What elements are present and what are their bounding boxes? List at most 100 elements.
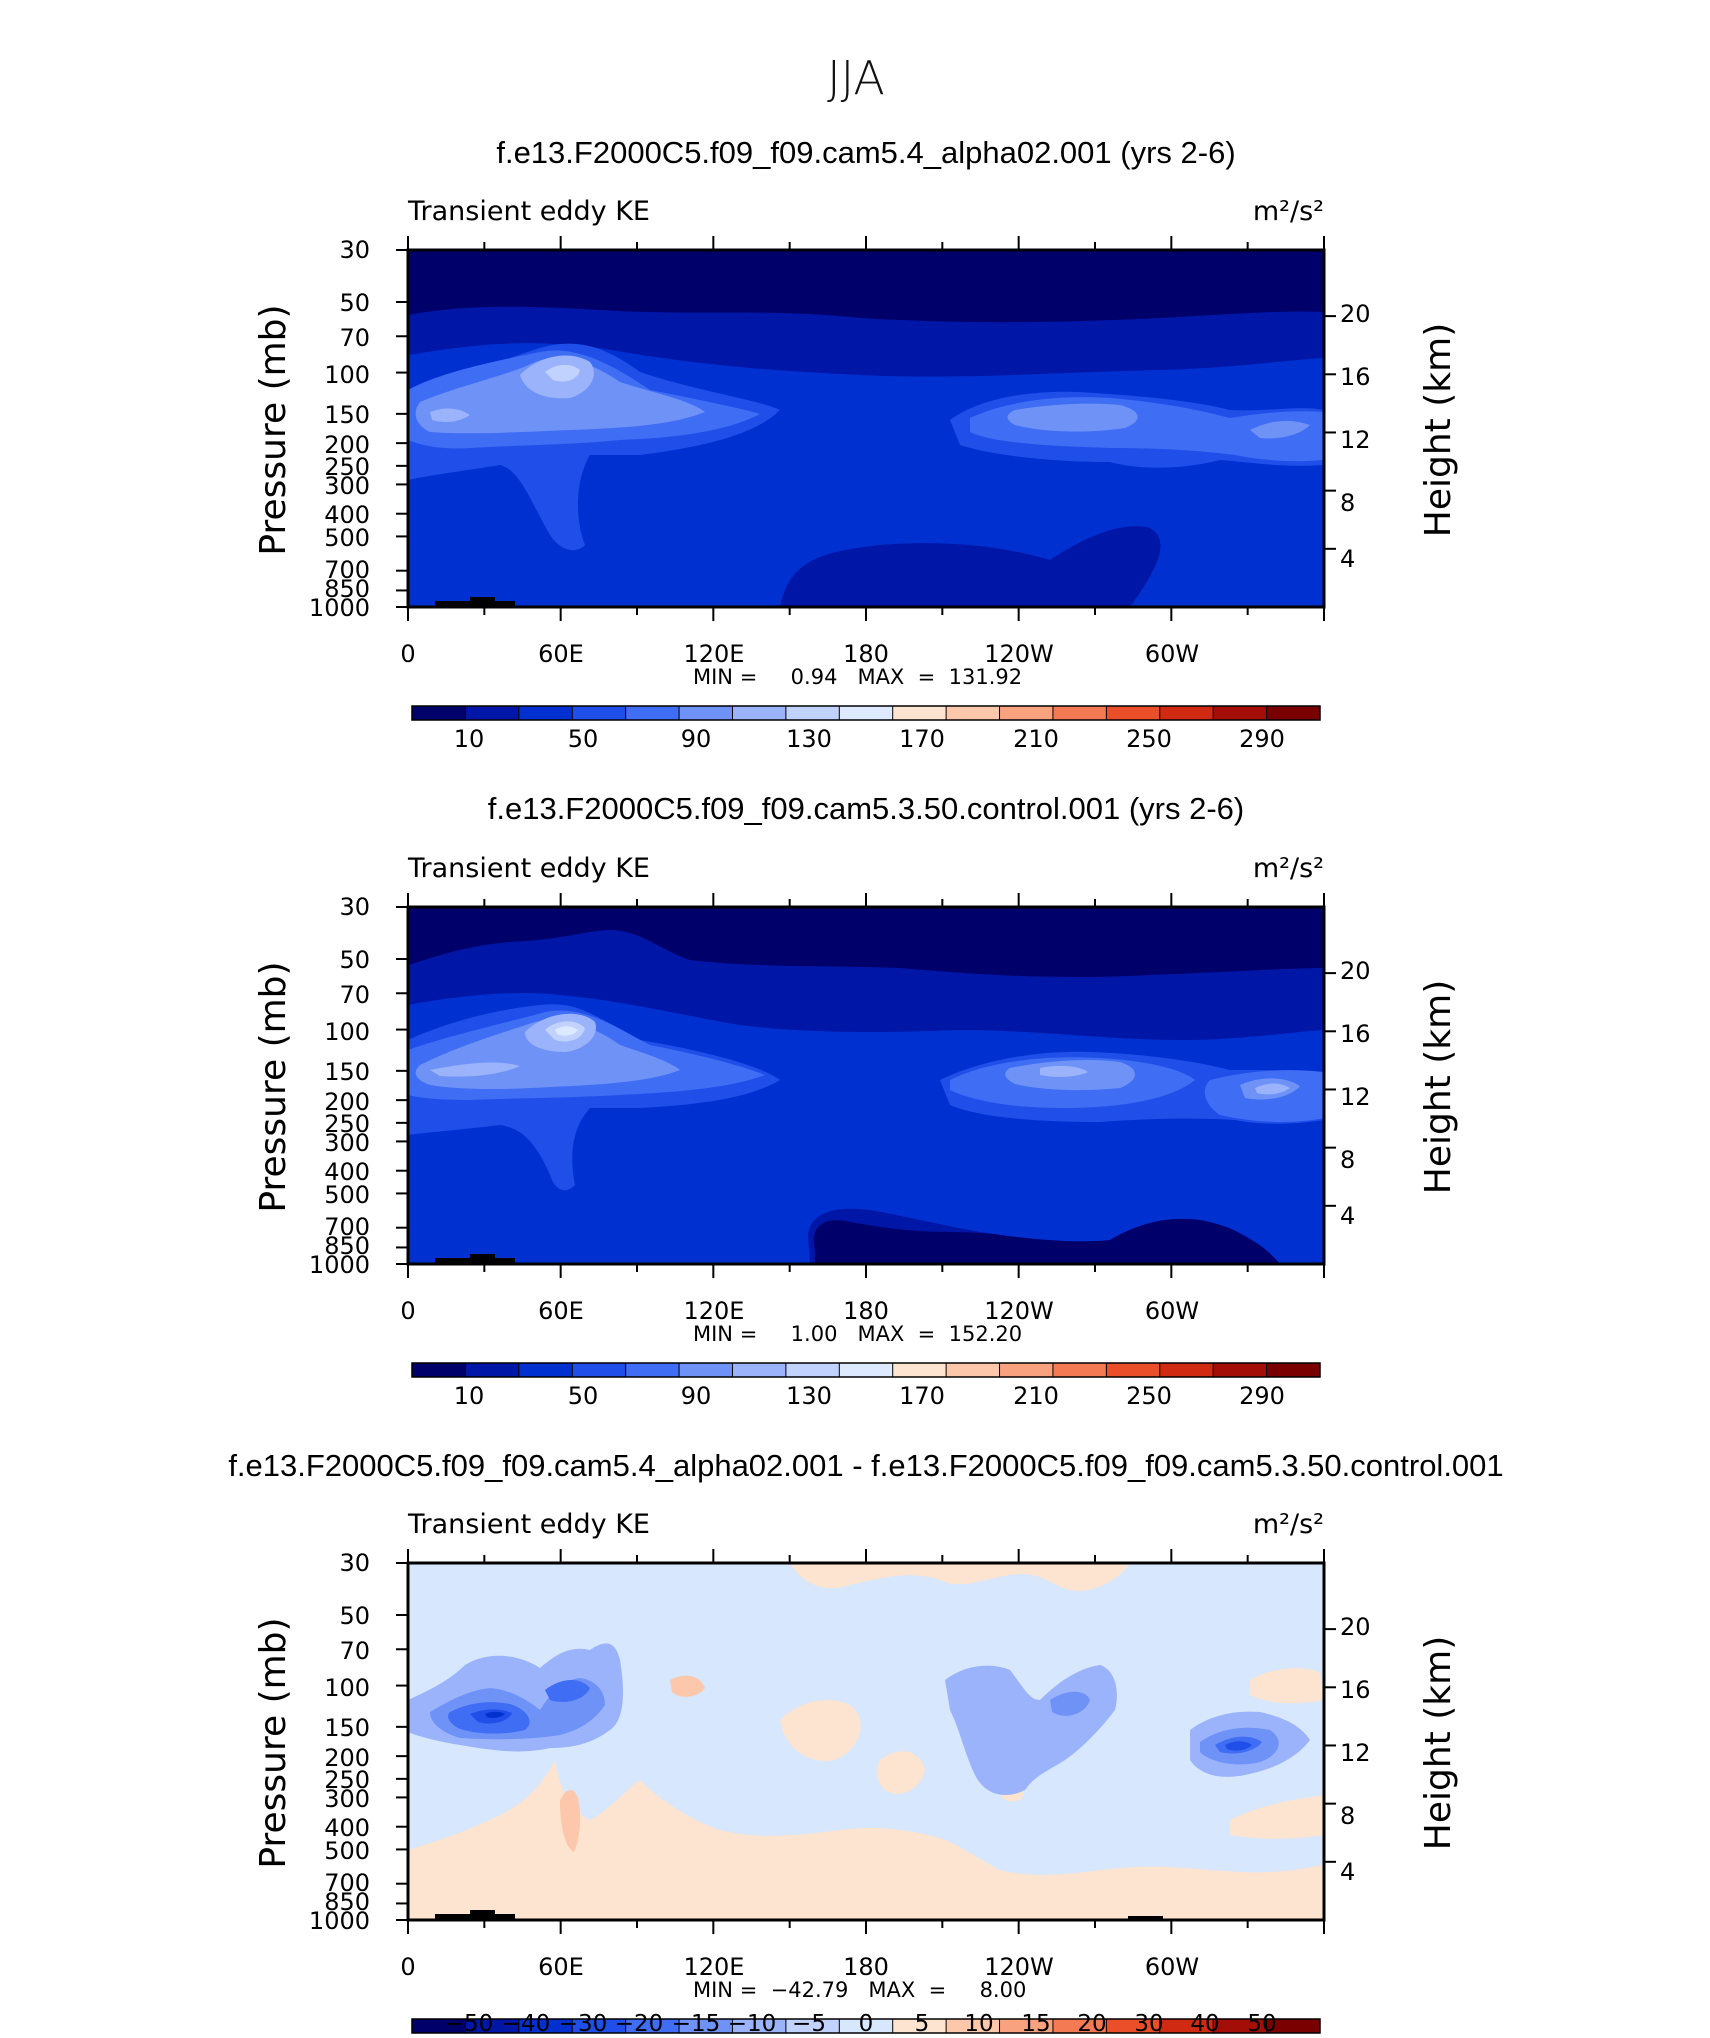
colorbar-swatch <box>785 706 840 720</box>
colorbar-swatch <box>412 706 466 720</box>
colorbar-label: 20 <box>1077 2011 1106 2037</box>
panel-3-ylabel: Pressure (mb) <box>253 1617 294 1868</box>
colorbar-swatch <box>1159 2019 1214 2033</box>
colorbar-swatch <box>732 2019 787 2033</box>
x-tick-label: 120E <box>684 1297 745 1325</box>
colorbar-swatch <box>1052 2019 1107 2033</box>
colorbar-swatch <box>946 2019 1001 2033</box>
x-tick-label: 60W <box>1145 640 1199 668</box>
y-right-tick-label: 12 <box>1340 1083 1371 1111</box>
colorbar-label: 0 <box>859 2011 874 2037</box>
colorbar-label: 290 <box>1239 1382 1285 1410</box>
colorbar-swatch <box>1266 2019 1321 2033</box>
x-tick-label: 0 <box>400 1953 415 1981</box>
contour-level-110 <box>430 1013 1290 1095</box>
y-tick-label: 400 <box>324 1814 370 1842</box>
colorbar-swatch <box>625 2019 680 2033</box>
x-tick-label: 0 <box>400 1297 415 1325</box>
y-tick-label: 1000 <box>309 1251 370 1279</box>
y-tick-label: 250 <box>324 1766 370 1794</box>
colorbar-swatch <box>572 706 627 720</box>
panel-1-x-ticks: 0 60E 120E 180 120W 60W <box>400 640 1199 668</box>
colorbar-swatch <box>625 1363 680 1377</box>
colorbar-swatch <box>1052 706 1107 720</box>
colorbar-swatch <box>1106 1363 1161 1377</box>
panel-3-min-max: MIN = −42.79 MAX = 8.00 <box>693 1978 1026 2002</box>
y-tick-label: 300 <box>324 472 370 500</box>
colorbar-label: 170 <box>899 1382 945 1410</box>
y-tick-label: 400 <box>324 501 370 529</box>
y-tick-label: 200 <box>324 431 370 459</box>
colorbar-swatch <box>732 706 787 720</box>
colorbar-swatch <box>892 1363 947 1377</box>
y-tick-label: 250 <box>324 453 370 481</box>
y-tick-label: 30 <box>339 236 370 264</box>
panel-1-ylabel: Pressure (mb) <box>253 304 294 555</box>
contour-level-130 <box>545 364 580 382</box>
contour-level-90 <box>415 1020 1300 1100</box>
panel-2-left-label: Transient eddy KE <box>407 853 650 884</box>
panel-1-topography <box>435 597 515 607</box>
colorbar-frame <box>411 1362 1321 1378</box>
panel-1-title: f.e13.F2000C5.f09_f09.cam5.4_alpha02.001… <box>496 135 1235 170</box>
y-tick-label: 50 <box>339 1602 370 1630</box>
panel-3-topography <box>435 1910 1163 1920</box>
y-right-tick-label: 16 <box>1340 1020 1371 1048</box>
colorbar-label: −30 <box>559 2011 608 2037</box>
panel-2-x-ticks: 0 60E 120E 180 120W 60W <box>400 1297 1199 1325</box>
colorbar-frame <box>411 2018 1321 2034</box>
x-tick-label: 120W <box>984 1953 1054 1981</box>
colorbar-swatch <box>892 706 947 720</box>
x-tick-label: 0 <box>400 640 415 668</box>
y-right-tick-label: 12 <box>1340 1739 1371 1767</box>
panel-2-colorbar-labels: 10 50 90 130 170 210 250 290 <box>454 1382 1285 1410</box>
y-tick-label: 850 <box>324 1232 370 1260</box>
colorbar-swatch <box>839 2019 894 2033</box>
panel-3-ylabel-right: Height (km) <box>1418 1636 1459 1850</box>
colorbar-swatch <box>1213 2019 1268 2033</box>
colorbar-label: −10 <box>728 2011 777 2037</box>
colorbar-swatch <box>785 1363 840 1377</box>
panel-3-colorbar-labels: −50 −40 −30 −20 −15 −10 −5 0 5 10 15 20 … <box>445 2011 1277 2037</box>
colorbar-swatch <box>1213 1363 1268 1377</box>
panel-1-ylabel-right: Height (km) <box>1418 323 1459 537</box>
y-right-tick-label: 16 <box>1340 1676 1371 1704</box>
panel-3-left-label: Transient eddy KE <box>407 1509 650 1540</box>
colorbar-label: 90 <box>681 725 712 753</box>
colorbar-swatch <box>465 706 520 720</box>
x-tick-label: 60W <box>1145 1297 1199 1325</box>
colorbar-label: 10 <box>454 725 485 753</box>
panel-2-ylabel: Pressure (mb) <box>253 961 294 1212</box>
colorbar-swatch <box>892 2019 947 2033</box>
colorbar-label: 250 <box>1126 1382 1172 1410</box>
y-tick-label: 70 <box>339 981 370 1009</box>
y-tick-label: 150 <box>324 401 370 429</box>
colorbar-swatch <box>412 2019 466 2033</box>
panel-2-y-ticks: 30 50 70 100 150 200 250 300 400 500 700… <box>309 893 370 1279</box>
contour-level-neg-5 <box>408 1643 1310 1795</box>
colorbar-swatch <box>465 1363 520 1377</box>
y-tick-label: 500 <box>324 524 370 552</box>
panel-1-colorbar <box>411 705 1321 721</box>
y-right-tick-label: 4 <box>1340 1858 1355 1886</box>
y-tick-label: 300 <box>324 1129 370 1157</box>
panel-1-contour-field <box>408 250 1324 607</box>
panel-3-y-ticks-right: 20 16 12 8 4 <box>1340 1613 1371 1886</box>
y-tick-label: 30 <box>339 1549 370 1577</box>
colorbar-frame <box>411 705 1321 721</box>
panel-2-tick-marks <box>396 893 1336 1278</box>
x-tick-label: 180 <box>843 1953 889 1981</box>
panel-3-units: m²/s² <box>1253 1509 1324 1540</box>
x-tick-label: 60W <box>1145 1953 1199 1981</box>
colorbar-swatch <box>1106 2019 1161 2033</box>
colorbar-label: 50 <box>568 1382 599 1410</box>
x-tick-label: 180 <box>843 640 889 668</box>
y-tick-label: 1000 <box>309 1907 370 1935</box>
x-tick-label: 60E <box>538 640 584 668</box>
colorbar-label: 130 <box>786 1382 832 1410</box>
colorbar-label: 15 <box>1021 2011 1050 2037</box>
colorbar-swatch <box>412 1363 466 1377</box>
colorbar-label: 10 <box>964 2011 993 2037</box>
x-tick-label: 180 <box>843 1297 889 1325</box>
y-tick-label: 700 <box>324 1869 370 1897</box>
